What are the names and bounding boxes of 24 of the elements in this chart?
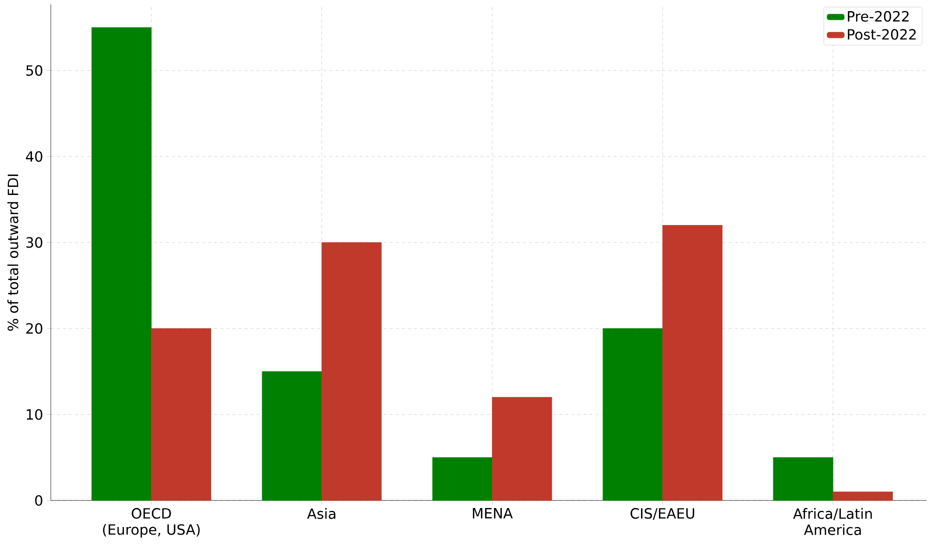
x-tick-label: CIS/EAEU xyxy=(630,508,694,520)
y-tick-label: 10 xyxy=(26,409,42,420)
y-tick-label: 0 xyxy=(35,495,42,506)
bar xyxy=(151,328,212,501)
bar xyxy=(662,225,722,501)
x-tick-label: Africa/Latin America xyxy=(793,508,872,536)
y-axis-title: % of total outward FDI xyxy=(7,174,18,331)
bar xyxy=(92,27,152,501)
bar xyxy=(773,457,834,501)
bar xyxy=(432,457,492,501)
y-tick-label: 30 xyxy=(26,237,42,248)
bar xyxy=(832,492,893,501)
x-tick-label: Asia xyxy=(307,508,336,519)
y-tick-label: 20 xyxy=(26,323,42,334)
legend-label: Pre-2022 xyxy=(848,10,909,22)
bar xyxy=(492,397,552,501)
x-tick-label: OECD (Europe, USA) xyxy=(103,508,200,538)
y-tick-label: 40 xyxy=(26,151,42,162)
bar xyxy=(602,328,663,501)
x-tick-label: MENA xyxy=(472,508,513,518)
y-tick-label: 50 xyxy=(26,65,42,76)
legend-label: Post-2022 xyxy=(848,29,916,40)
bar xyxy=(322,242,382,501)
bar xyxy=(262,371,322,501)
